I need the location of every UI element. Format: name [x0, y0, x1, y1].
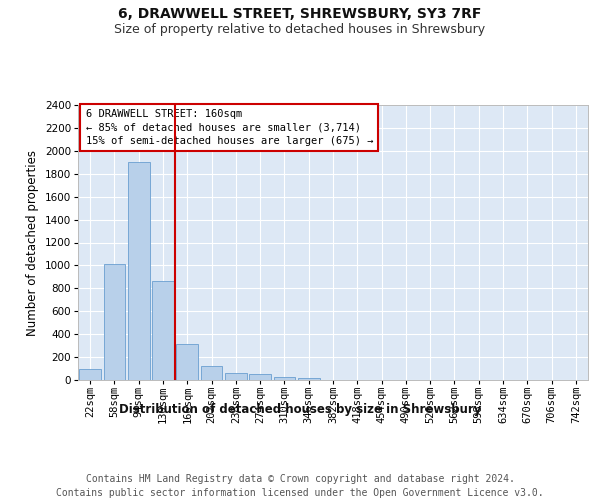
Bar — [176, 344, 198, 380]
Bar — [225, 374, 247, 380]
Bar — [104, 264, 125, 380]
Bar — [274, 376, 295, 380]
Bar — [79, 368, 101, 380]
Text: 6 DRAWWELL STREET: 160sqm
← 85% of detached houses are smaller (3,714)
15% of se: 6 DRAWWELL STREET: 160sqm ← 85% of detac… — [86, 109, 373, 146]
Y-axis label: Number of detached properties: Number of detached properties — [26, 150, 39, 336]
Text: Distribution of detached houses by size in Shrewsbury: Distribution of detached houses by size … — [119, 402, 481, 415]
Bar — [152, 282, 174, 380]
Text: Size of property relative to detached houses in Shrewsbury: Size of property relative to detached ho… — [115, 22, 485, 36]
Bar — [200, 366, 223, 380]
Bar — [249, 374, 271, 380]
Bar — [298, 378, 320, 380]
Text: 6, DRAWWELL STREET, SHREWSBURY, SY3 7RF: 6, DRAWWELL STREET, SHREWSBURY, SY3 7RF — [118, 8, 482, 22]
Bar — [128, 162, 149, 380]
Text: Contains HM Land Registry data © Crown copyright and database right 2024.
Contai: Contains HM Land Registry data © Crown c… — [56, 474, 544, 498]
